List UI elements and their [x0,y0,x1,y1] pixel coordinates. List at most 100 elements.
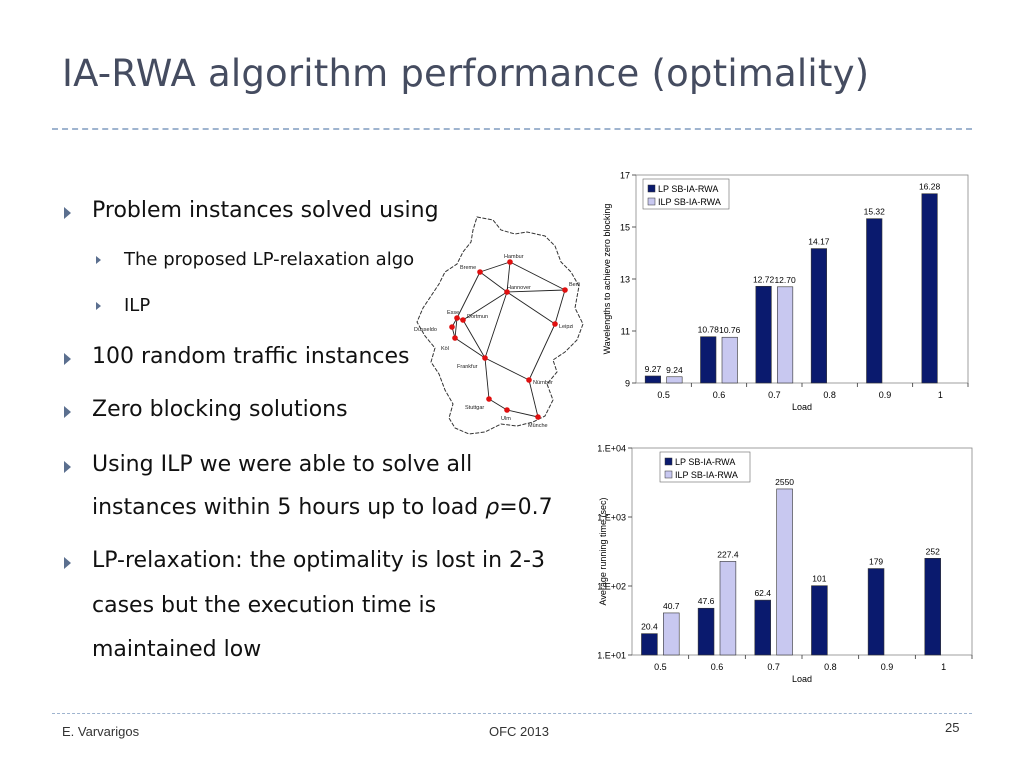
title-divider [52,128,972,130]
map-city-label: Nürnber [533,380,553,386]
y-tick-label: 1.E+03 [598,513,626,523]
bar-lp [700,336,717,384]
x-tick-label: 0.7 [767,662,780,672]
map-node [562,287,568,293]
y-tick-label: 13 [620,275,630,285]
running-time-bar-chart: 1.E+01 1.E+02 1.E+03 1.E+04 0.5 20.4 40.7 0.6 47… [598,444,973,684]
wavelengths-bar-chart: 9 11 13 15 17 0.5 9.27 9.24 0.6 10.78 10.76 0.7 12.7… [602,171,969,412]
map-city-label: Esse [447,310,459,316]
bullet-ilp-solve-line1: Using ILP we were able to solve all [92,452,473,477]
map-node [477,269,483,275]
bullet-arrow-icon [64,461,71,473]
bar-data-label: 20.4 [641,622,658,632]
map-node [460,317,466,323]
bar-ilp [721,336,738,384]
y-tick-label: 1.E+04 [598,444,626,454]
bar-data-label: 227.4 [717,549,739,559]
bar-lp [924,558,941,656]
map-link [479,261,511,273]
bullet-lp-optimality-line2: cases but the execution time is [92,593,437,618]
map-link [509,261,566,291]
footer-divider [52,713,972,714]
map-link [506,409,539,418]
legend-entry: LP SB-IA-RWA [675,457,735,467]
legend-entry: LP SB-IA-RWA [658,184,718,194]
map-node [482,355,488,361]
map-city-label: Ulm [501,416,511,422]
map-link [554,289,566,325]
map-city-label: Düsseldo [414,327,437,333]
map-link [456,271,481,319]
bar-data-label: 2550 [775,477,794,487]
x-tick-label: 0.8 [823,390,836,400]
map-node [486,396,492,402]
map-link [506,289,566,293]
map-node [454,315,460,321]
map-node [526,377,532,383]
map-city-label: Breme [460,265,476,271]
slide-title: IA-RWA algorithm performance (optimality… [62,52,870,95]
x-axis-label: Load [792,402,812,412]
x-tick-label: 0.8 [824,662,837,672]
x-axis-label: Load [792,674,812,684]
map-link [484,357,530,381]
x-tick-label: 0.6 [713,390,726,400]
bar-lp [641,633,658,656]
bar-lp [754,599,771,656]
bullet-arrow-icon [64,406,71,418]
map-node [452,335,458,341]
bar-lp [811,585,828,656]
plot-area [635,174,969,384]
bullet-problem-instances: Problem instances solved using [92,198,439,223]
bullet-arrow-icon [64,353,71,365]
map-link [506,261,511,293]
bar-data-label: 101 [812,574,826,584]
legend-swatch [647,197,656,206]
map-city-label: Berli [569,282,580,288]
bar-ilp [663,612,680,656]
map-city-label: Dortmun [467,314,488,320]
map-node [507,259,513,265]
map-link [462,319,486,359]
map-link [462,291,508,321]
bar-data-label: 47.6 [698,596,715,606]
x-tick-label: 0.9 [879,390,892,400]
bar-lp [644,375,661,384]
bullet-ilp-solve-line2: instances within 5 hours up to load ρ=0.… [92,495,553,520]
bar-lp [697,607,715,656]
x-tick-label: 0.6 [711,662,724,672]
x-tick-label: 1 [938,390,943,400]
sub-bullet-ilp: ILP [124,295,151,316]
footer-author: E. Varvarigos [62,724,140,739]
bar-lp [867,568,885,656]
y-axis-label: Wavelengths to achieve zero blocking [602,204,612,355]
slide-number: 25 [945,720,960,735]
y-axis-label: Average running time (sec) [598,498,608,606]
sub-bullet-arrow-icon [96,256,101,264]
map-city-label: Hannover [507,285,531,291]
rho-value: =0.7 [499,495,553,520]
germany-network-map: Hambur Breme Berli Hannover Esse Dortmun Düsse… [414,216,584,435]
map-city-label: Köl [441,346,449,352]
map-city-label: Stuttgar [465,405,484,411]
bullet-arrow-icon [64,207,71,219]
y-tick-label: 1.E+01 [598,651,626,661]
bullet-lp-optimality-line1: LP-relaxation: the optimality is lost in… [92,548,545,573]
bullet-ilp-solve-text: instances within 5 hours up to load [92,495,486,520]
sub-bullet-arrow-icon [96,302,101,310]
map-node [535,414,541,420]
map-link [484,291,508,359]
bar-data-label: 14.17 [808,237,830,247]
legend-entry: ILP SB-IA-RWA [675,470,738,480]
map-node [504,289,510,295]
map-city-label: Leipzi [559,324,573,330]
bar-data-label: 12.70 [774,275,796,285]
x-tick-label: 0.7 [768,390,781,400]
map-city-label: Frankfur [457,364,478,370]
bar-data-label: 10.76 [719,325,741,335]
bar-data-label: 179 [869,557,883,567]
map-node [552,321,558,327]
bar-ilp [719,561,737,656]
bar-data-label: 252 [926,546,940,556]
bar-data-label: 62.4 [754,588,771,598]
